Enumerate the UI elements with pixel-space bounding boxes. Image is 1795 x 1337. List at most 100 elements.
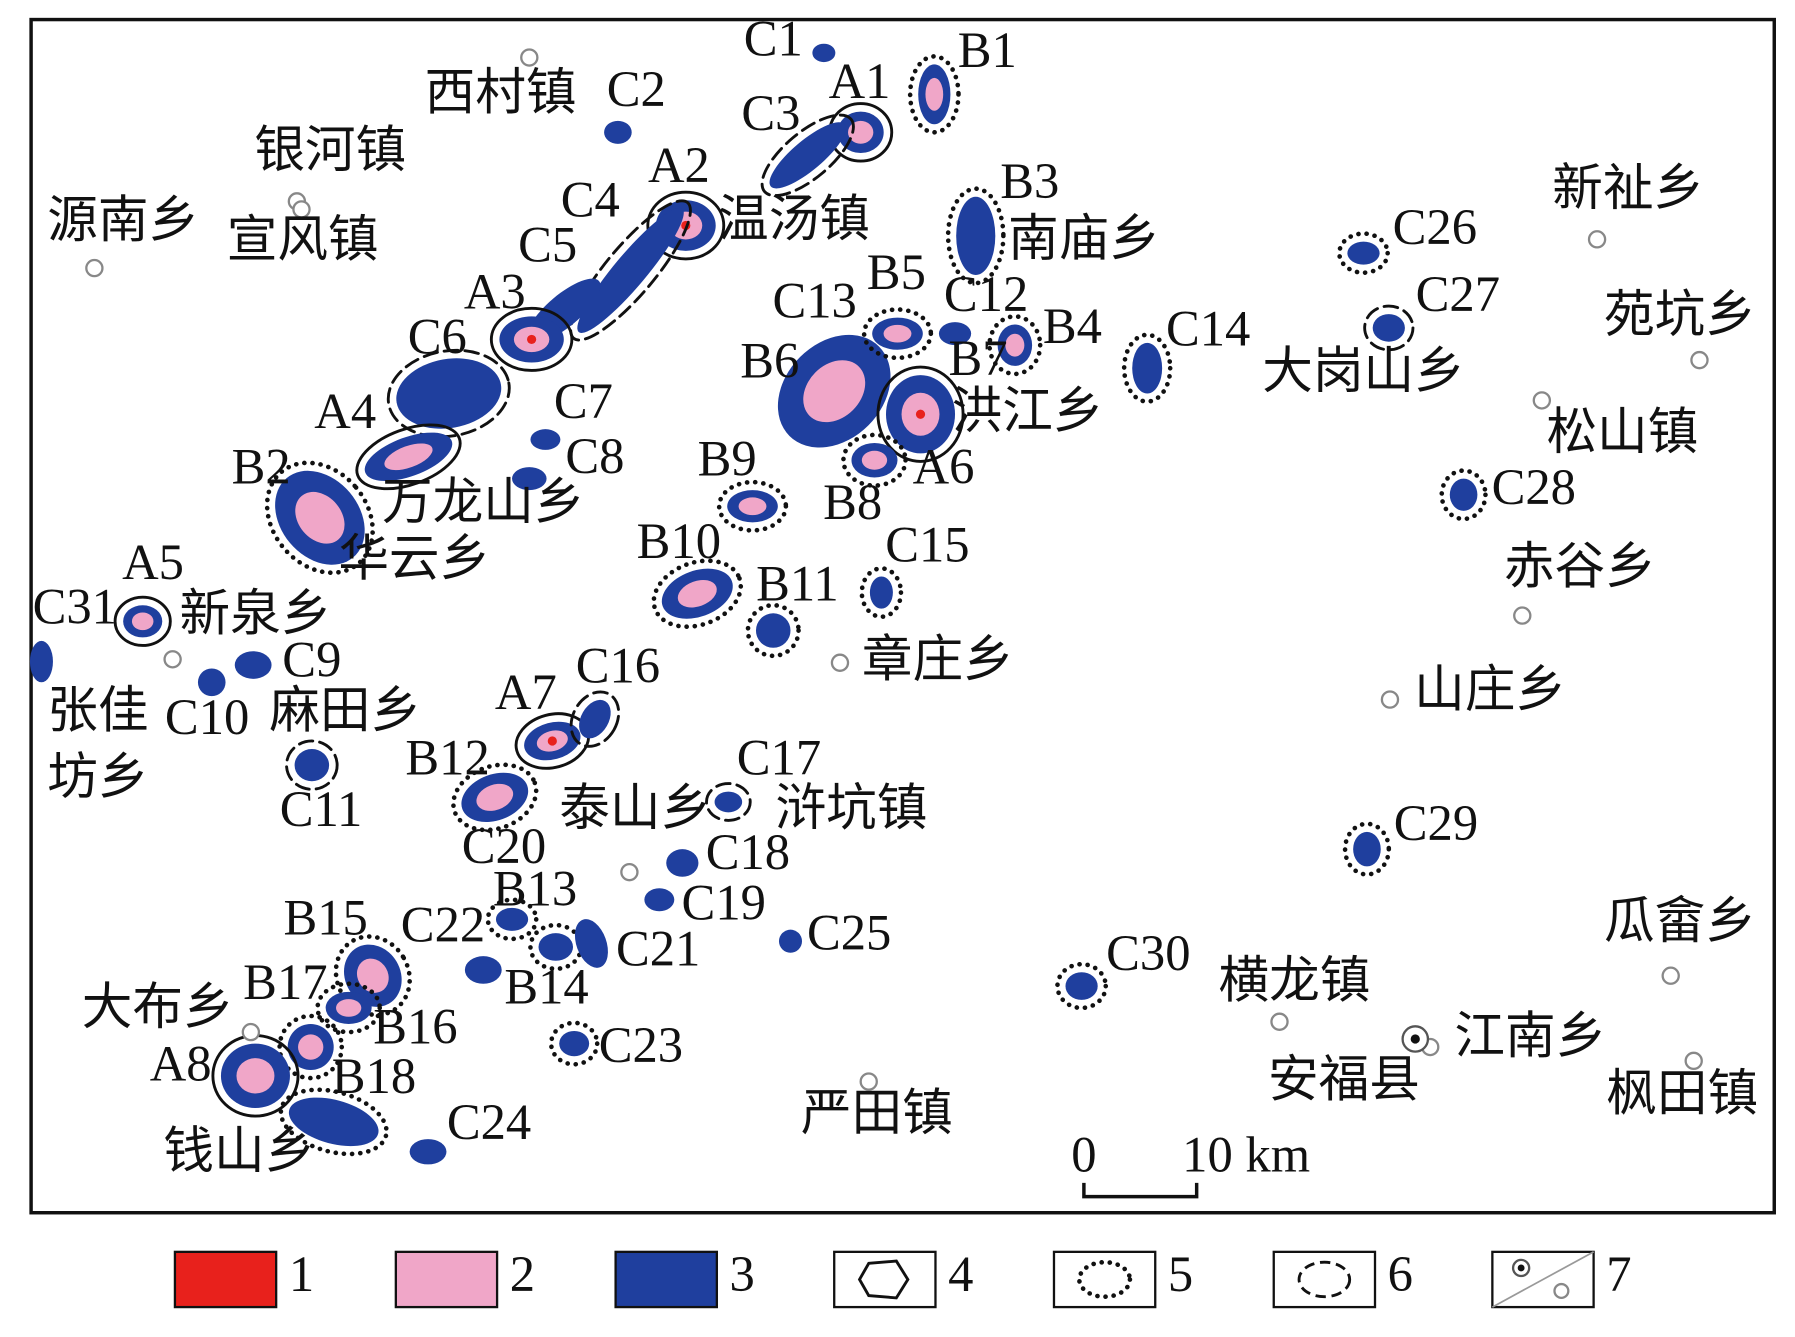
anomaly-blob xyxy=(409,1139,447,1165)
anomaly-label: B3 xyxy=(1000,153,1059,209)
anomaly-label: B12 xyxy=(405,729,489,785)
town-label: 银河镇 xyxy=(254,122,406,178)
anomaly-blob xyxy=(559,1030,590,1057)
town-marker xyxy=(1270,1012,1289,1031)
town-label: 西村镇 xyxy=(425,64,577,120)
town-label: 洪江乡 xyxy=(952,383,1104,439)
anomaly-core xyxy=(803,360,866,423)
anomaly-label: C27 xyxy=(1416,266,1500,322)
anomaly-label: B14 xyxy=(504,958,588,1014)
anomaly-label: A6 xyxy=(913,438,975,494)
anomaly-label: B5 xyxy=(867,244,926,300)
town-label: 安福县 xyxy=(1268,1052,1420,1108)
town-label: 张佳 xyxy=(47,682,148,738)
town-label: 温汤镇 xyxy=(718,191,870,247)
anomaly-label: A2 xyxy=(648,137,710,193)
anomaly-core xyxy=(925,77,944,111)
anomaly-outline xyxy=(1342,821,1392,877)
legend-label: 6 xyxy=(1388,1246,1413,1302)
legend-box xyxy=(1272,1250,1377,1309)
town-label: 枫田镇 xyxy=(1606,1065,1758,1121)
anomaly-outline xyxy=(569,199,692,342)
anomaly-core xyxy=(131,612,154,631)
anomaly-core xyxy=(883,324,912,343)
anomaly-label: A8 xyxy=(150,1036,212,1092)
anomaly-label: C15 xyxy=(885,517,969,573)
anomaly-outline xyxy=(113,595,172,647)
anomaly-label: C3 xyxy=(741,85,800,141)
anomaly-outline xyxy=(1337,231,1390,275)
town-label: 南庙乡 xyxy=(1008,211,1160,267)
anomaly-outline xyxy=(1439,468,1488,522)
anomaly-outline xyxy=(333,934,412,1018)
anomaly-outline xyxy=(315,981,383,1035)
anomaly-blob xyxy=(714,791,743,813)
anomaly-core xyxy=(336,999,362,1017)
anomaly-blob xyxy=(1353,831,1381,867)
anomaly-outline xyxy=(651,558,744,629)
anomaly-outline xyxy=(705,782,752,822)
anomaly-outline xyxy=(548,1020,600,1067)
anomaly-label: B13 xyxy=(493,861,577,917)
town-marker xyxy=(520,48,539,67)
town-label: 赤谷乡 xyxy=(1504,538,1656,594)
anomaly-peak xyxy=(915,409,926,419)
anomaly-label: B8 xyxy=(823,474,882,530)
town-label: 泰山乡 xyxy=(559,780,711,836)
anomaly-label: B1 xyxy=(958,22,1017,78)
anomaly-outline xyxy=(285,739,339,791)
anomaly-blob xyxy=(1347,241,1380,265)
anomaly-label: C13 xyxy=(772,273,856,329)
anomaly-outline xyxy=(861,307,934,361)
anomaly-label: C18 xyxy=(706,824,790,880)
legend-box xyxy=(173,1250,278,1309)
town-label: 坊乡 xyxy=(47,749,148,805)
anomaly-blob xyxy=(1132,342,1163,394)
town-label: 麻田乡 xyxy=(269,682,421,738)
town-label: 浒坑镇 xyxy=(776,780,928,836)
anomaly-outline xyxy=(760,113,855,198)
anomaly-blob xyxy=(577,207,684,333)
legend-label: 7 xyxy=(1606,1246,1631,1302)
anomaly-outline xyxy=(716,479,789,533)
scale-end: 10 km xyxy=(1182,1126,1310,1182)
anomaly-blob xyxy=(778,929,802,953)
anomaly-blob xyxy=(812,43,836,63)
anomaly-outline xyxy=(945,186,1006,286)
anomaly-label: A7 xyxy=(495,664,557,720)
anomaly-label: B4 xyxy=(1043,298,1102,354)
anomaly-label: C16 xyxy=(576,637,660,693)
legend-label: 3 xyxy=(730,1246,755,1302)
town-marker xyxy=(1587,230,1607,249)
anomaly-outline xyxy=(277,1013,345,1081)
anomaly-core xyxy=(356,958,389,993)
anomaly-label: C14 xyxy=(1166,300,1250,356)
town-marker xyxy=(1380,690,1400,709)
anomaly-label: C19 xyxy=(682,874,766,930)
legend-symbol xyxy=(1491,1251,1595,1308)
anomaly-outline xyxy=(386,348,511,439)
anomaly-label: C6 xyxy=(408,308,467,364)
anomaly-core xyxy=(384,443,433,471)
town-marker xyxy=(830,653,850,672)
town-marker xyxy=(241,1022,261,1042)
anomaly-label: B17 xyxy=(243,954,327,1010)
anomaly-blob xyxy=(1372,314,1405,342)
legend-label: 2 xyxy=(510,1246,535,1302)
anomaly-outline xyxy=(987,314,1043,377)
anomaly-core xyxy=(476,783,514,811)
anomaly-blob xyxy=(288,1097,379,1147)
anomaly-outline xyxy=(1363,304,1415,352)
anomaly-blob xyxy=(579,699,611,739)
anomaly-blob xyxy=(197,668,226,697)
legend-label: 4 xyxy=(948,1246,973,1302)
anomaly-blob xyxy=(234,651,272,679)
town-label: 苑坑乡 xyxy=(1604,286,1756,342)
anomaly-blob xyxy=(644,888,675,912)
town-label: 宣风镇 xyxy=(227,212,379,268)
anomaly-label: B6 xyxy=(740,333,799,389)
town-marker xyxy=(1532,391,1552,410)
town-marker xyxy=(1690,350,1709,370)
